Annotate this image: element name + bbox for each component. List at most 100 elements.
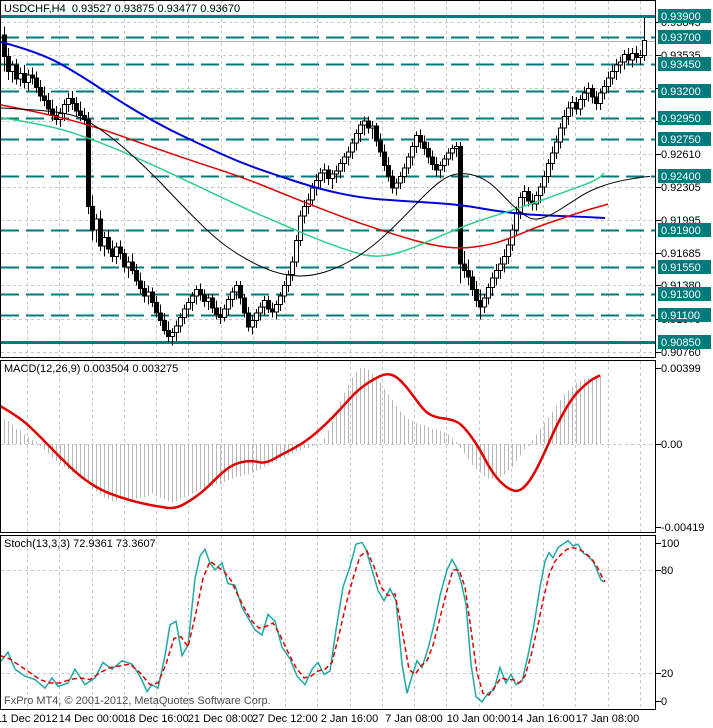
candle-body-bull: [410, 145, 415, 158]
candle-body-bear: [430, 156, 435, 166]
candle-body-bear: [626, 53, 631, 61]
level-price-badge-label: 0.91300: [661, 289, 701, 301]
candle-body-bull: [114, 246, 119, 258]
candle-body-bear: [422, 141, 427, 150]
candle-body-bull: [542, 175, 547, 188]
macd-axis-label: 0.00: [661, 439, 682, 451]
candle-body-bull: [518, 197, 523, 214]
candle-body-bull: [262, 299, 267, 308]
candle-body-bull: [178, 316, 183, 327]
candle-body-bull: [342, 156, 347, 165]
candle-body-bull: [554, 141, 559, 154]
candle-body-bear: [134, 269, 139, 282]
level-price-badge: [658, 308, 711, 322]
candle-body-bull: [394, 182, 399, 189]
level-price-badge-label: 0.91550: [661, 262, 701, 274]
candle-body-bull: [278, 295, 283, 306]
candle-body-bull: [286, 274, 291, 286]
candle-body-bull: [170, 331, 175, 338]
candle-body-bear: [202, 294, 207, 302]
stoch-k-line: [0, 539, 605, 703]
price-axis-label: 0.91685: [661, 248, 701, 260]
candle-body-bull: [566, 107, 571, 117]
candle-body-bear: [462, 263, 467, 271]
copyright-text: FxPro MT4, © 2001-2012, MetaQuotes Softw…: [4, 695, 271, 707]
candle-body-bear: [46, 99, 51, 110]
candle-body-bear: [218, 313, 223, 318]
candle-body-bear: [246, 312, 251, 328]
candle-body-bear: [594, 96, 599, 105]
candle-body-bear: [30, 74, 35, 79]
level-price-badge: [658, 169, 711, 183]
level-price-badge: [658, 57, 711, 71]
candle-body-bear: [154, 301, 159, 314]
candle-body-bear: [210, 297, 215, 309]
time-axis-label: 14 Dec 00:00: [59, 713, 124, 725]
candle-body-bull: [482, 297, 487, 308]
candle-body-bull: [522, 190, 527, 199]
level-price-badge: [658, 111, 711, 125]
candle-body-bull: [614, 64, 619, 73]
time-axis-label: 27 Dec 12:00: [252, 713, 317, 725]
candle-body-bull: [350, 142, 355, 153]
level-price-badge-label: 0.91900: [661, 225, 701, 237]
candle-body-bear: [162, 320, 167, 331]
candle-body-bull: [570, 102, 575, 109]
level-price-badge-label: 0.93900: [661, 11, 701, 23]
level-price-badge-label: 0.91100: [661, 310, 700, 322]
candle-body-bull: [222, 308, 227, 318]
candle-body-bear: [14, 64, 19, 80]
candle-body-bull: [62, 104, 67, 114]
candle-body-bull: [206, 297, 211, 302]
chart-title: USDCHF,H4 0.93527 0.93875 0.93477 0.9367…: [4, 3, 241, 15]
candle-body-bull: [94, 218, 99, 231]
candle-body-bull: [582, 92, 587, 100]
ma-red-line: [0, 103, 609, 249]
candle-body-bear: [110, 248, 115, 258]
candle-body-bull: [334, 170, 339, 175]
level-price-badge-label: 0.93200: [661, 86, 701, 98]
candle-body-bull: [562, 115, 567, 129]
candle-body-bear: [106, 236, 111, 250]
candle-body-bull: [578, 98, 583, 110]
candle-body-bear: [590, 88, 595, 98]
stoch-axis-label: 20: [661, 668, 673, 680]
candle-body-bull: [490, 277, 495, 289]
candle-body-bull: [302, 205, 307, 217]
level-price-badge-label: 0.92950: [661, 113, 701, 125]
candle-body-bull: [502, 256, 507, 265]
level-price-badge-label: 0.90850: [661, 337, 701, 349]
candle-body-bear: [418, 135, 423, 143]
candle-body-bull: [10, 64, 15, 73]
macd-axis-label: 0.00399: [661, 363, 701, 375]
price-axis-label: 0.92305: [661, 182, 701, 194]
ma-blue-line: [0, 40, 606, 220]
candle-body-bear: [42, 95, 47, 101]
macd-indicator-label: MACD(12,26,9) 0.003504 0.003275: [4, 363, 179, 375]
candle-body-bear: [366, 120, 371, 129]
candle-body-bull: [454, 145, 459, 150]
candle-body-bull: [346, 151, 351, 158]
time-axis-label: 2 Jan 16:00: [321, 713, 379, 725]
stoch-panel-border: [0, 535, 656, 710]
candle-body-bull: [126, 261, 131, 268]
candle-body-bull: [26, 74, 31, 83]
macd-panel-border: [0, 360, 656, 533]
candle-body-bull: [358, 124, 363, 135]
stoch-axis-label: 100: [661, 538, 679, 550]
candle-body-bull: [190, 295, 195, 303]
candle-body-bull: [186, 301, 191, 310]
time-axis-label: 21 Dec 08:00: [188, 713, 253, 725]
time-axis-label: 11 Dec 2012: [0, 713, 58, 725]
candle-body-bear: [22, 73, 27, 83]
candle-body-bear: [270, 308, 275, 313]
candle-body-bear: [158, 312, 163, 322]
candle-body-bull: [274, 304, 279, 313]
candle-body-bull: [298, 215, 303, 241]
candle-body-bull: [290, 261, 295, 276]
candle-body-bull: [630, 52, 635, 61]
candle-body-bear: [466, 269, 471, 278]
candle-body-bull: [66, 97, 71, 106]
